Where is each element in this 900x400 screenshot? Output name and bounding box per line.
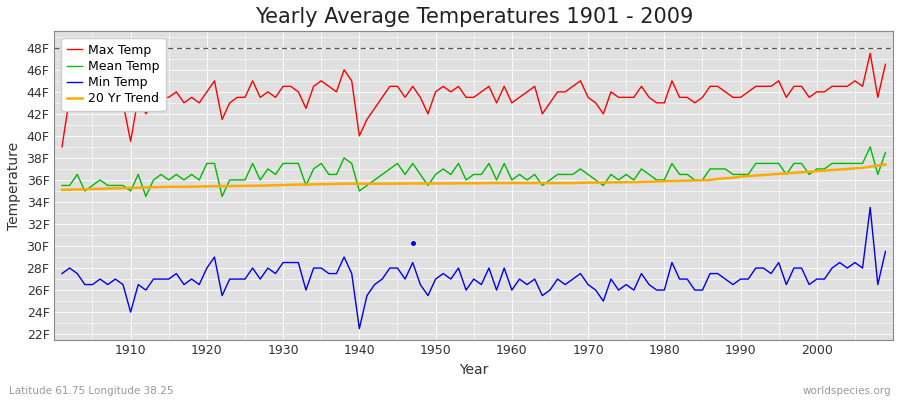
Min Temp [118,282,129,287]
Mean Temp [292,161,303,166]
Min Temp [285,260,296,265]
Max Temp [499,84,509,89]
Text: Latitude 61.75 Longitude 38.25: Latitude 61.75 Longitude 38.25 [9,386,174,396]
Mean Temp [514,172,525,177]
Max Temp [57,144,68,149]
Max Temp [880,62,891,67]
Mean Temp [338,156,349,160]
Legend: Max Temp, Mean Temp, Min Temp, 20 Yr Trend: Max Temp, Mean Temp, Min Temp, 20 Yr Tre… [60,38,166,112]
Max Temp [285,84,296,89]
20 Yr Trend [118,186,129,190]
Max Temp [331,90,342,94]
20 Yr Trend [331,182,342,186]
Title: Yearly Average Temperatures 1901 - 2009: Yearly Average Temperatures 1901 - 2009 [255,7,693,27]
Line: Mean Temp: Mean Temp [62,147,886,196]
Mean Temp [118,183,129,188]
Mean Temp [880,150,891,155]
Y-axis label: Temperature: Temperature [7,141,21,230]
Max Temp [118,100,129,105]
Min Temp [514,277,525,282]
Max Temp [865,51,876,56]
20 Yr Trend [880,162,891,167]
Max Temp [507,100,517,105]
Min Temp [57,271,68,276]
20 Yr Trend [285,182,296,187]
20 Yr Trend [499,181,509,186]
Line: 20 Yr Trend: 20 Yr Trend [62,164,886,190]
Mean Temp [606,172,616,177]
Max Temp [598,112,608,116]
Min Temp [354,326,364,331]
Min Temp [331,271,342,276]
Min Temp [606,277,616,282]
Line: Min Temp: Min Temp [62,208,886,329]
Min Temp [880,249,891,254]
Mean Temp [507,178,517,182]
Min Temp [507,288,517,292]
Mean Temp [57,183,68,188]
20 Yr Trend [57,188,68,192]
Line: Max Temp: Max Temp [62,53,886,147]
20 Yr Trend [507,181,517,186]
Mean Temp [140,194,151,199]
Mean Temp [865,144,876,149]
Min Temp [865,205,876,210]
20 Yr Trend [598,180,608,185]
Text: worldspecies.org: worldspecies.org [803,386,891,396]
X-axis label: Year: Year [459,363,489,377]
